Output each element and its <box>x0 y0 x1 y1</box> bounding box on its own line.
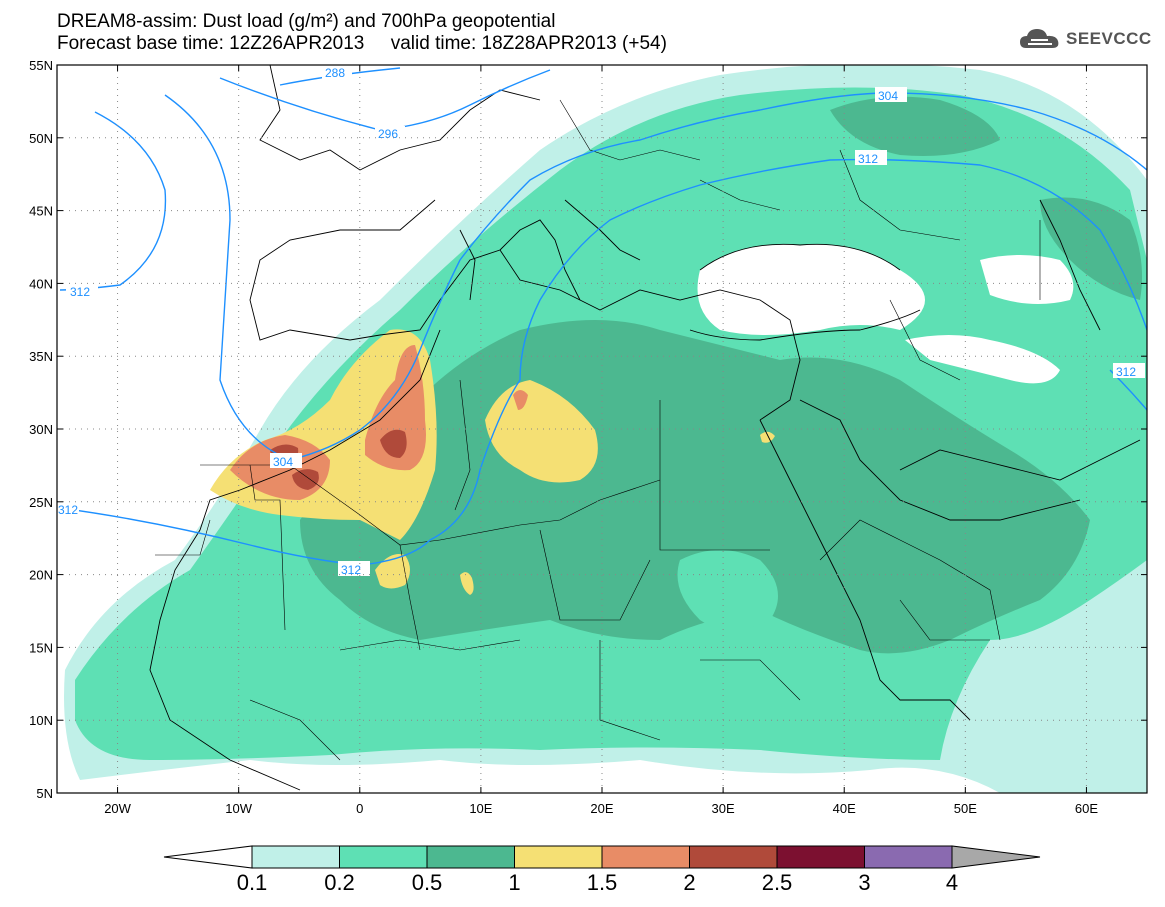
dust-level-2-b <box>292 469 319 490</box>
colorbar-label: 0.1 <box>237 870 268 895</box>
contour-label: 312 <box>1116 365 1136 379</box>
lon-tick-label: 30E <box>712 801 735 816</box>
colorbar-segment <box>864 845 953 869</box>
colorbar-max-arrow <box>951 845 1041 869</box>
dust-level-1-niger <box>375 554 410 589</box>
colorbar-segment <box>601 845 690 869</box>
contour-label-group: 288 296 304 312 304 312 312 312 312 <box>57 65 1145 577</box>
dust-level-1-sinai <box>760 431 775 443</box>
lat-tick-label: 30N <box>29 422 53 437</box>
colorbar-min-arrow <box>163 845 253 869</box>
lon-tick-label: 60E <box>1075 801 1098 816</box>
lon-tick-label: 50E <box>954 801 977 816</box>
dust-patch-chad <box>677 550 778 630</box>
contour-label: 312 <box>58 503 78 517</box>
contour-label: 304 <box>273 455 293 469</box>
lat-tick-label: 35N <box>29 349 53 364</box>
contour-label: 312 <box>341 563 361 577</box>
dust-level-1.5-b <box>365 345 426 471</box>
colorbar-segment <box>514 845 603 869</box>
latitude-axis: 55N 50N 45N 40N 35N 30N 25N 20N 15N 10N 5N <box>29 58 1147 801</box>
dust-level-1.5-c <box>513 390 528 410</box>
colorbar-segment <box>776 845 865 869</box>
coastlines <box>149 65 1141 791</box>
dust-level-2-c <box>380 429 407 458</box>
colorbar-label: 4 <box>946 870 958 895</box>
dust-level-0.5-east <box>1040 197 1143 300</box>
contour-label: 296 <box>378 127 398 141</box>
colorbar-label: 0.5 <box>412 870 443 895</box>
seevccc-logo: SEEVCCC <box>1018 26 1152 52</box>
colorbar-label: 1 <box>508 870 520 895</box>
lon-tick-label: 40E <box>833 801 856 816</box>
contour-label: 288 <box>325 66 345 80</box>
contour-label: 304 <box>878 89 898 103</box>
lat-tick-label: 50N <box>29 131 53 146</box>
colorbar-label: 2.5 <box>762 870 793 895</box>
logo-text: SEEVCCC <box>1066 29 1152 48</box>
colorbar-segment <box>426 845 515 869</box>
colorbar-segment <box>339 845 428 869</box>
colorbar-segment <box>251 845 340 869</box>
lat-tick-label: 15N <box>29 640 53 655</box>
lon-tick-label: 20E <box>590 801 613 816</box>
colorbar-label: 1.5 <box>587 870 618 895</box>
dust-level-0.5-north <box>830 96 1000 156</box>
dust-gap-zagros <box>905 335 1060 384</box>
dust-gap-caspian <box>980 255 1074 304</box>
dust-level-1-libya <box>485 380 598 483</box>
map-title: DREAM8-assim: Dust load (g/m²) and 700hP… <box>57 11 556 32</box>
dust-level-1-chad <box>460 572 474 595</box>
longitude-axis: 20W 10W 0 10E 20E 30E 40E 50E 60E <box>104 65 1098 816</box>
colorbar-label: 3 <box>858 870 870 895</box>
colorbar-label: 0.2 <box>324 870 355 895</box>
colorbar-segment <box>689 845 778 869</box>
lat-tick-label: 20N <box>29 568 53 583</box>
lon-tick-label: 0 <box>356 801 363 816</box>
lat-tick-label: 55N <box>29 58 53 73</box>
lat-tick-label: 40N <box>29 276 53 291</box>
grid-lines <box>57 65 1147 793</box>
lat-tick-label: 25N <box>29 495 53 510</box>
colorbar: 0.1 0.2 0.5 1 1.5 2 2.5 3 4 <box>163 845 1041 895</box>
cloud-icon <box>1020 29 1059 48</box>
map-subtitle: Forecast base time: 12Z26APR2013 valid t… <box>57 33 667 54</box>
country-borders <box>155 99 1041 761</box>
contour-label: 312 <box>858 152 878 166</box>
lon-tick-label: 10E <box>469 801 492 816</box>
lat-tick-label: 10N <box>29 713 53 728</box>
contour-label: 312 <box>70 285 90 299</box>
dust-gap-anatolia <box>697 244 925 335</box>
colorbar-label: 2 <box>683 870 695 895</box>
lat-tick-label: 45N <box>29 204 53 219</box>
lon-tick-label: 20W <box>104 801 131 816</box>
lat-tick-label: 5N <box>36 786 53 801</box>
lon-tick-label: 10W <box>225 801 252 816</box>
